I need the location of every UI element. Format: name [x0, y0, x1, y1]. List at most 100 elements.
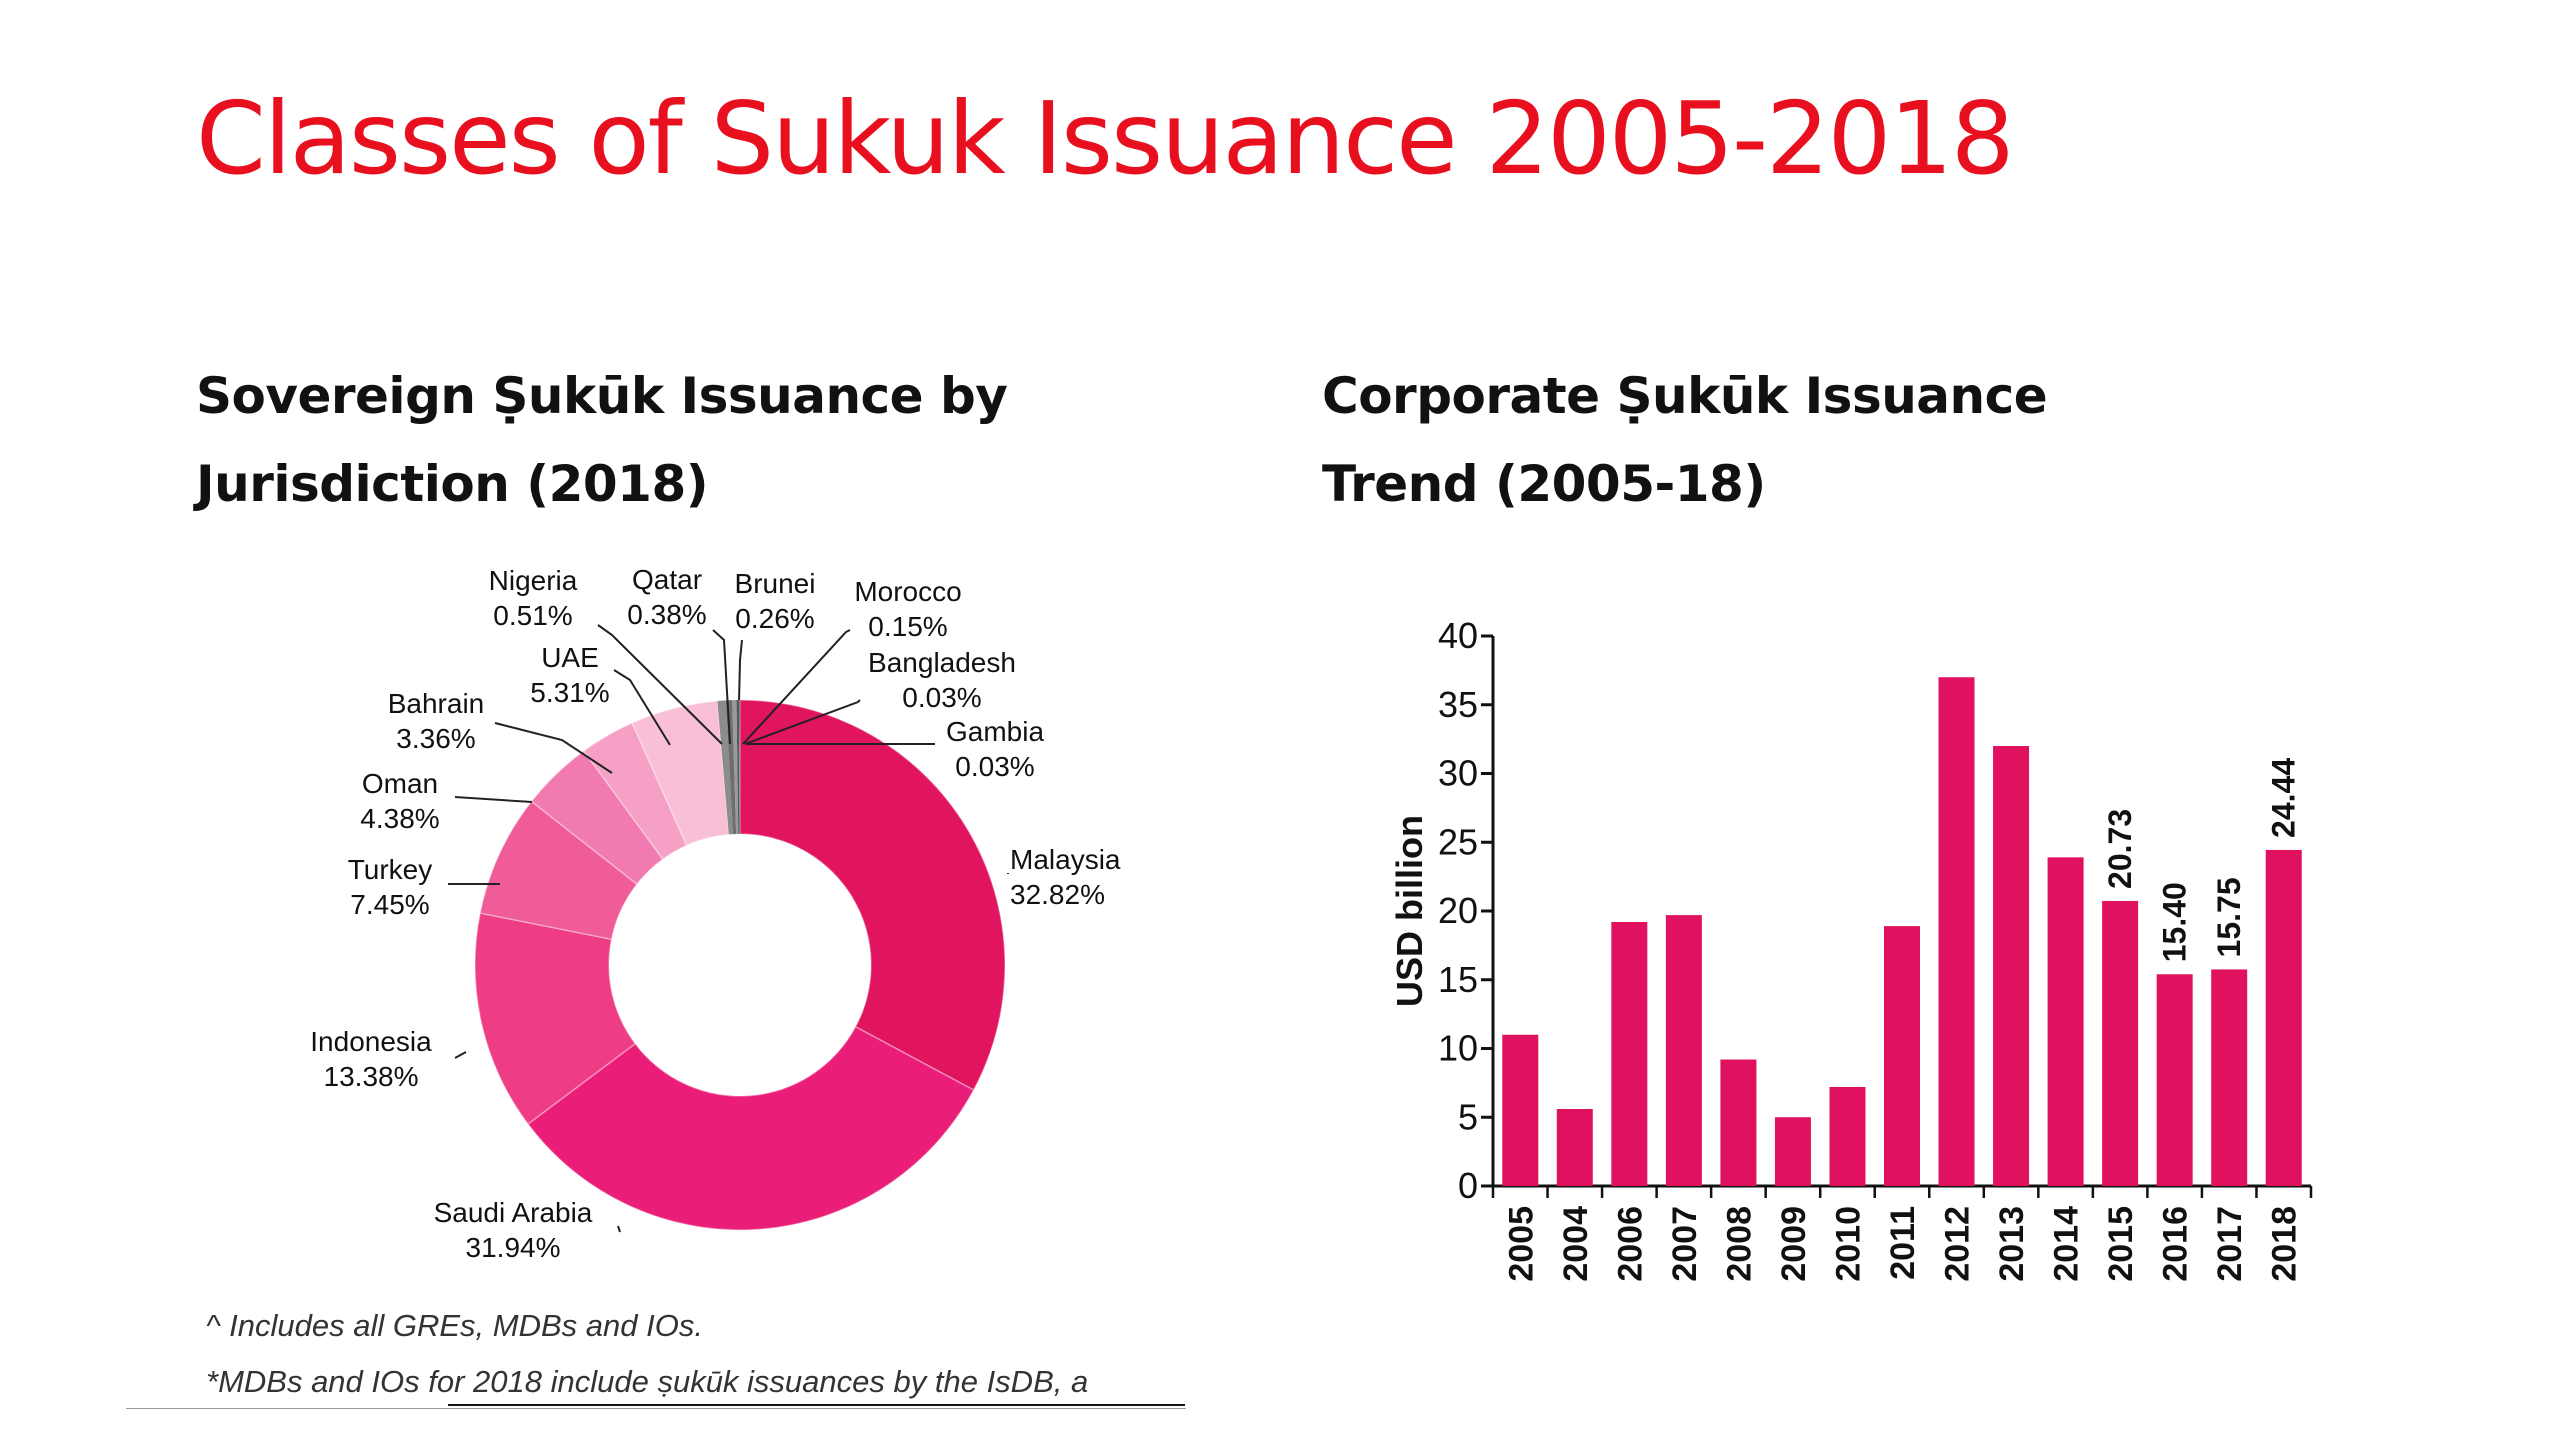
data-label-2015: 20.73: [2102, 809, 2138, 889]
slice-label-brunei: 0.26%: [735, 603, 814, 634]
donut-chart-title-line1: Sovereign Ṣukūk Issuance by: [196, 367, 1008, 425]
slice-label-oman: 4.38%: [360, 803, 439, 834]
x-tick-label-2004: 2004: [1557, 1206, 1595, 1282]
bar-chart-title: Corporate Ṣukūk Issuance Trend (2005-18): [1322, 352, 2322, 528]
slice-name-gambia: Gambia: [946, 716, 1044, 747]
leader-line-nigeria: [597, 624, 723, 745]
x-tick-label-2017: 2017: [2211, 1206, 2249, 1282]
bar-2016: [2156, 974, 2193, 1186]
slide-title: Classes of Sukuk Issuance 2005-2018: [196, 80, 2015, 197]
slice-name-bangladesh: Bangladesh: [868, 647, 1016, 678]
y-tick-label: 20: [1438, 890, 1478, 931]
slice-name-uae: UAE: [541, 642, 599, 673]
bar-2015: [2102, 900, 2139, 1186]
leader-line-oman: [454, 796, 533, 803]
slice-label-bangladesh: 0.03%: [902, 682, 981, 713]
y-tick-label: 0: [1458, 1165, 1478, 1206]
bar-2005: [1502, 1034, 1539, 1186]
slice-name-oman: Oman: [362, 768, 438, 799]
footnote-underline: [448, 1404, 1185, 1406]
x-tick-label-2012: 2012: [1939, 1206, 1977, 1282]
slice-bahrain: [582, 721, 688, 861]
slice-label-malaysia: 32.82%: [1010, 879, 1105, 910]
bar-2013: [1993, 746, 2030, 1186]
slice-name-indonesia: Indonesia: [310, 1026, 432, 1057]
slice-morocco: [736, 700, 740, 835]
x-tick-label-2018: 2018: [2266, 1206, 2304, 1282]
x-tick-label-2011: 2011: [1884, 1206, 1922, 1280]
x-tick-label-2005: 2005: [1502, 1206, 1540, 1282]
slice-label-qatar: 0.38%: [627, 599, 706, 630]
bar-2011: [1884, 926, 1920, 1186]
slice-label-morocco: 0.15%: [868, 611, 947, 642]
slice-label-uae: 5.31%: [530, 677, 609, 708]
bar-chart: 0 5 10 15 20 25 30 35 40 USD billion 2005 2004 2006 2…: [1389, 615, 2313, 1282]
slice-label-saudi-arabia: 31.94%: [466, 1232, 561, 1263]
slice-saudi-arabia: [526, 1025, 975, 1231]
slice-label-bahrain: 3.36%: [396, 723, 475, 754]
bar-2014: [2047, 857, 2084, 1186]
y-tick-label: 5: [1458, 1096, 1478, 1137]
bar-2017: [2211, 969, 2248, 1186]
footnote-2: *MDBs and IOs for 2018 include ṣukūk iss…: [206, 1364, 1089, 1399]
data-label-2018: 24.44: [2266, 758, 2302, 838]
slice-label-turkey: 7.45%: [350, 889, 429, 920]
slice-name-morocco: Morocco: [854, 576, 961, 607]
x-tick-label-2016: 2016: [2157, 1206, 2195, 1282]
leader-line-qatar: [712, 629, 731, 745]
y-tick-label: 40: [1438, 615, 1478, 656]
slice-name-qatar: Qatar: [632, 564, 702, 595]
bar-2004: [1556, 1109, 1593, 1186]
slice-name-bahrain: Bahrain: [388, 688, 485, 719]
bar-2012: [1938, 677, 1975, 1186]
bar-chart-title-line2: Trend (2005-18): [1322, 455, 1766, 513]
slice-name-nigeria: Nigeria: [489, 565, 578, 596]
bar-2007: [1665, 915, 1702, 1186]
y-tick-label: 30: [1438, 753, 1478, 794]
bar-chart-title-line1: Corporate Ṣukūk Issuance: [1322, 367, 2048, 425]
donut-chart-title-line2: Jurisdiction (2018): [196, 455, 709, 513]
slice-bangladesh: [739, 700, 740, 835]
y-tick-label: 10: [1438, 1028, 1478, 1069]
bar-2008: [1720, 1059, 1757, 1186]
donut-chart-title: Sovereign Ṣukūk Issuance by Jurisdiction…: [196, 352, 1246, 528]
slice-label-indonesia: 13.38%: [324, 1061, 419, 1092]
slice-name-turkey: Turkey: [348, 854, 433, 885]
bar-2006: [1611, 922, 1648, 1186]
x-tick-label-2008: 2008: [1720, 1206, 1758, 1282]
slice-label-gambia: 0.03%: [955, 751, 1034, 782]
x-tick-label-2013: 2013: [1993, 1206, 2031, 1282]
x-tick-label-2009: 2009: [1775, 1206, 1813, 1282]
data-label-2017: 15.75: [2211, 877, 2247, 957]
leader-line-uae: [613, 669, 671, 746]
bar-2018: [2265, 849, 2302, 1186]
slice-oman: [530, 749, 664, 886]
y-tick-label: 35: [1438, 684, 1478, 725]
footnote-1: ^ Includes all GREs, MDBs and IOs.: [206, 1308, 703, 1343]
slice-nigeria: [717, 700, 734, 835]
x-tick-label-2007: 2007: [1666, 1206, 1704, 1282]
x-tick-label-2006: 2006: [1611, 1206, 1649, 1282]
leader-line-indonesia: [454, 1051, 467, 1059]
slice-name-brunei: Brunei: [735, 568, 816, 599]
slice-indonesia: [474, 912, 637, 1126]
x-tick-label-2014: 2014: [2048, 1206, 2086, 1282]
y-tick-label: 15: [1438, 959, 1478, 1000]
donut-chart: Malaysia 32.82% Saudi Arabia 31.94% Indonesi…: [310, 564, 1121, 1263]
leader-line-saudi-arabia: [617, 1225, 621, 1233]
slice-name-saudi-arabia: Saudi Arabia: [434, 1197, 593, 1228]
bar-2009: [1774, 1117, 1811, 1186]
data-label-2016: 15.40: [2157, 882, 2193, 962]
slice-brunei: [732, 700, 739, 835]
x-tick-label-2015: 2015: [2102, 1206, 2140, 1282]
y-tick-label: 25: [1438, 821, 1478, 862]
bar-2010: [1829, 1087, 1866, 1186]
slice-name-malaysia: Malaysia: [1010, 844, 1121, 875]
leader-line-bangladesh: [744, 699, 861, 745]
slice-label-nigeria: 0.51%: [493, 600, 572, 631]
footnote-rule: [126, 1408, 1186, 1409]
y-axis-title: USD billion: [1389, 815, 1430, 1007]
leader-line-bahrain: [494, 722, 613, 774]
leader-line-morocco: [742, 629, 851, 745]
x-tick-label-2010: 2010: [1829, 1206, 1867, 1282]
